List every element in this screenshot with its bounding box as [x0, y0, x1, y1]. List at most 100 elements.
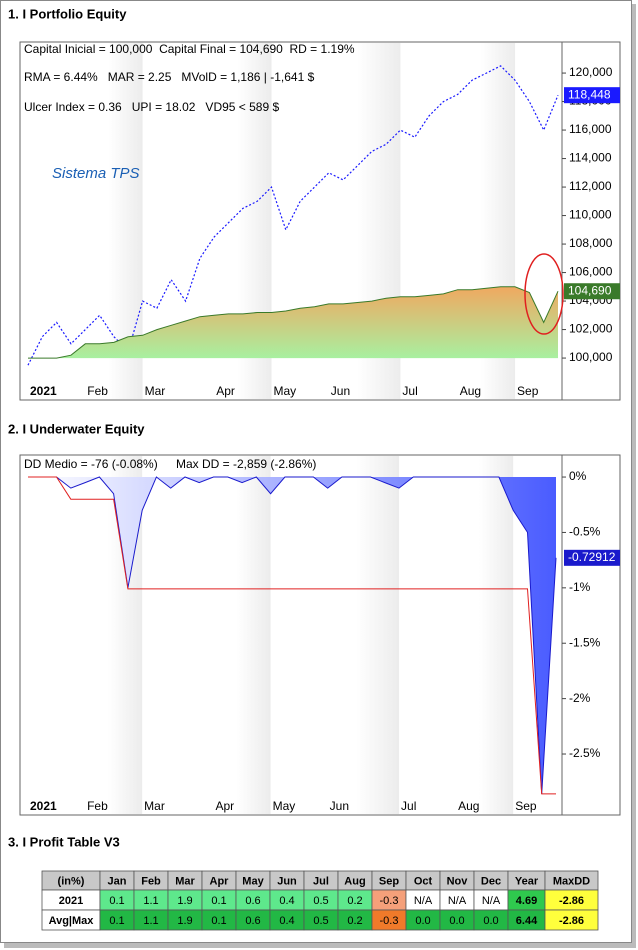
- table-cell-text: N/A: [448, 895, 467, 907]
- value-label: 104,690: [568, 283, 612, 297]
- table-cell-text: 0.1: [211, 895, 226, 907]
- section-title: 1. I Portfolio Equity: [8, 6, 127, 21]
- y-tick-label: -1.5%: [569, 635, 601, 649]
- annotation: Sistema TPS: [52, 165, 140, 182]
- y-tick-label: 112,000: [569, 179, 612, 193]
- table-cell-text: 0.5: [313, 895, 328, 907]
- x-tick-label: Jul: [401, 799, 416, 813]
- y-tick-label: -1%: [569, 580, 591, 594]
- y-tick-label: 110,000: [569, 208, 612, 222]
- annotation: Ulcer Index = 0.36 UPI = 18.02 VD95 < 58…: [24, 100, 279, 114]
- x-tick-label: Jul: [402, 384, 417, 398]
- table-cell-text: 0.4: [279, 915, 294, 927]
- area-fill: [28, 286, 558, 359]
- y-tick-label: -2%: [569, 691, 591, 705]
- table-cell-text: N/A: [414, 895, 433, 907]
- x-tick-label: May: [273, 799, 296, 813]
- y-tick-label: 0%: [569, 469, 587, 483]
- table-cell-text: 6.44: [516, 915, 538, 927]
- section-title: 2. I Underwater Equity: [8, 421, 145, 436]
- y-tick-label: 120,000: [569, 65, 613, 79]
- x-tick-label: Sep: [517, 384, 539, 398]
- table-cell-text: N/A: [482, 895, 501, 907]
- month-band: [236, 456, 271, 814]
- table-cell-text: 0.2: [347, 895, 362, 907]
- table-cell-text: 0.5: [313, 915, 328, 927]
- table-cell-text: 1.1: [143, 915, 158, 927]
- x-tick-label: Sep: [515, 799, 537, 813]
- x-tick-label: Mar: [144, 799, 165, 813]
- table-cell-text: Apr: [210, 875, 230, 887]
- table-cell-text: Jun: [277, 875, 297, 887]
- table-cell-text: 0.2: [347, 915, 362, 927]
- table-cell-text: 0.6: [245, 895, 260, 907]
- table-cell-text: 2021: [59, 895, 83, 907]
- x-tick-label: Feb: [87, 799, 108, 813]
- x-tick-label: Aug: [458, 799, 479, 813]
- table-cell-text: 1.9: [177, 895, 192, 907]
- annotation: RMA = 6.44% MAR = 2.25 MVolD = 1,186 | -…: [24, 70, 315, 84]
- x-tick-label: Feb: [87, 384, 108, 398]
- table-cell-text: Oct: [414, 875, 433, 887]
- table-cell-text: Mar: [175, 875, 195, 887]
- table-cell-text: 0.0: [483, 915, 498, 927]
- table-cell-text: 0.6: [245, 915, 260, 927]
- value-label: -0.72912: [568, 550, 616, 564]
- value-label-box: [564, 87, 620, 104]
- y-tick-label: 106,000: [569, 265, 613, 279]
- x-tick-label: Aug: [460, 384, 481, 398]
- table-cell-text: Avg|Max: [49, 915, 95, 927]
- y-tick-label: 114,000: [569, 151, 612, 165]
- series-line: [27, 65, 559, 366]
- series-line: [28, 476, 557, 794]
- y-tick-label: 116,000: [569, 122, 612, 136]
- annotation: Max DD = -2,859 (-2.86%): [176, 457, 316, 471]
- y-tick-label: -0.5%: [569, 525, 601, 539]
- table-cell-text: Nov: [447, 875, 469, 887]
- table-cell-text: (in%): [58, 875, 85, 887]
- table-cell-text: -0.3: [380, 915, 399, 927]
- series-line: [28, 286, 559, 359]
- x-tick-label: Mar: [145, 384, 166, 398]
- y-tick-label: -2.5%: [569, 746, 601, 760]
- x-tick-label: Apr: [216, 384, 235, 398]
- table-cell-text: 0.0: [415, 915, 430, 927]
- table-cell-text: 0.1: [211, 915, 226, 927]
- table-cell-text: -0.3: [380, 895, 399, 907]
- value-label: 118,448: [568, 87, 611, 101]
- annotation: Capital Inicial = 100,000 Capital Final …: [24, 42, 355, 56]
- table-cell-text: 0.1: [109, 895, 124, 907]
- table-cell-text: 1.9: [177, 915, 192, 927]
- table-cell-text: -2.86: [559, 895, 584, 907]
- table-cell-text: Jul: [313, 875, 329, 887]
- value-label-box: [564, 283, 620, 300]
- table-cell-text: Feb: [141, 875, 161, 887]
- section-title: 3. I Profit Table V3: [8, 834, 120, 849]
- table-cell-text: Aug: [344, 875, 365, 887]
- x-tick-label: 2021: [30, 799, 57, 813]
- table-cell-text: Dec: [481, 875, 501, 887]
- series-line: [28, 476, 556, 795]
- table-cell-text: Year: [515, 875, 539, 887]
- x-tick-label: Jun: [331, 384, 350, 398]
- table-cell: [544, 909, 599, 931]
- table-cell-text: 1.1: [143, 895, 158, 907]
- x-tick-label: Apr: [216, 799, 235, 813]
- table-cell-text: MaxDD: [553, 875, 590, 887]
- annotation: DD Medio = -76 (-0.08%): [24, 457, 158, 471]
- x-tick-label: 2021: [30, 384, 57, 398]
- table-cell-text: Jan: [108, 875, 127, 887]
- table-cell-text: 0.4: [279, 895, 294, 907]
- table-cell-text: 0.0: [449, 915, 464, 927]
- table-cell-text: May: [242, 875, 264, 887]
- month-band: [478, 456, 514, 814]
- month-band: [356, 456, 400, 814]
- x-tick-label: Jun: [330, 799, 349, 813]
- table-cell-text: 0.1: [109, 915, 124, 927]
- value-label-box: [564, 549, 620, 566]
- table-cell-text: Sep: [379, 875, 399, 887]
- table-cell-text: 4.69: [516, 895, 537, 907]
- y-tick-label: 108,000: [569, 236, 613, 250]
